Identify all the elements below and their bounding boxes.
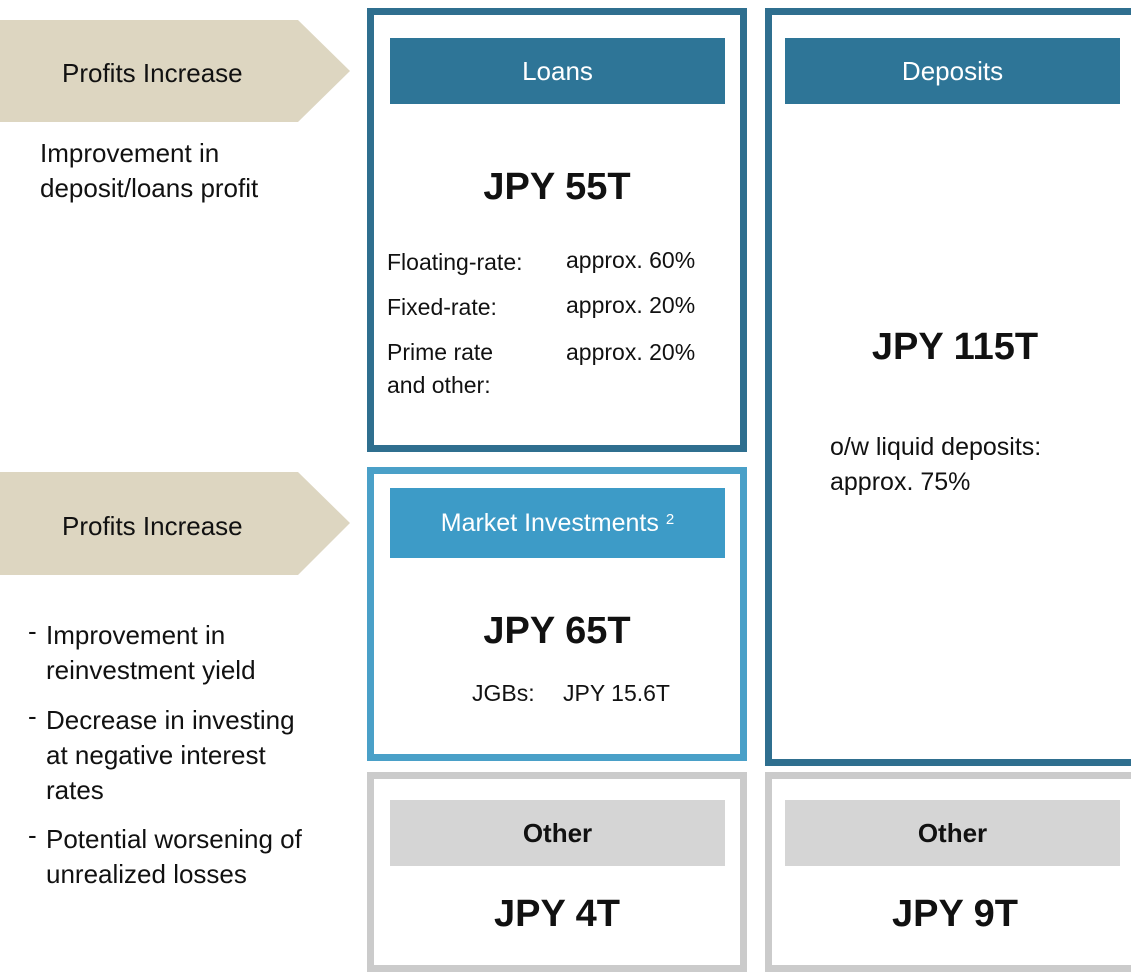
deposits-line: approx. 75% — [830, 468, 971, 496]
deposits-line: o/w liquid deposits: — [830, 433, 1042, 461]
deposits-amount: JPY 115T — [871, 326, 1039, 368]
row-label: Floating-rate: — [387, 249, 523, 275]
deposits-box — [765, 8, 1131, 766]
bullet-line: at negative interest — [46, 740, 266, 770]
other-header: Other — [785, 800, 1120, 866]
row-value: JPY 15.6T — [563, 680, 670, 706]
bullet-line: Decrease in investing — [46, 705, 295, 735]
footnote: 2 — [665, 510, 675, 528]
row-label: JGBs: — [472, 680, 535, 706]
investments-header: Market Investments 2 — [390, 488, 725, 558]
bullet-line: Potential worsening of — [46, 824, 302, 854]
header-text: Market Investments — [440, 508, 659, 537]
arrow-label: Profits Increase — [62, 511, 243, 541]
other-amount: JPY 9T — [891, 893, 1019, 935]
bullet-line: unrealized losses — [46, 859, 247, 889]
row-label: Fixed-rate: — [387, 294, 497, 320]
loans-header: Loans — [390, 38, 725, 104]
investments-box — [367, 467, 747, 761]
bullet-dash: - — [28, 820, 37, 850]
loans-amount: JPY 55T — [483, 166, 631, 208]
arrow-shape — [0, 20, 350, 122]
bullet-line: rates — [46, 775, 104, 805]
deposits-header: Deposits — [785, 38, 1120, 104]
bullet-line: Improvement in — [46, 620, 226, 650]
loans-box — [367, 8, 747, 452]
driver-line: Improvement in — [40, 138, 220, 168]
arrows — [0, 20, 350, 575]
row-value: approx. 20% — [566, 292, 696, 318]
driver-line: deposit/loans profit — [40, 173, 259, 203]
arrow-shape — [0, 472, 350, 575]
bullet-dash: - — [28, 616, 37, 646]
arrow-label: Profits Increase — [62, 58, 243, 88]
other-header: Other — [390, 800, 725, 866]
row-value: approx. 20% — [566, 339, 696, 365]
bullet-dash: - — [28, 701, 37, 731]
investments-amount: JPY 65T — [483, 610, 631, 652]
row-label: and other: — [387, 372, 491, 398]
other-amount: JPY 4T — [493, 893, 621, 935]
bullet-line: reinvestment yield — [46, 655, 256, 685]
row-value: approx. 60% — [566, 247, 696, 273]
row-label: Prime rate — [387, 339, 494, 365]
